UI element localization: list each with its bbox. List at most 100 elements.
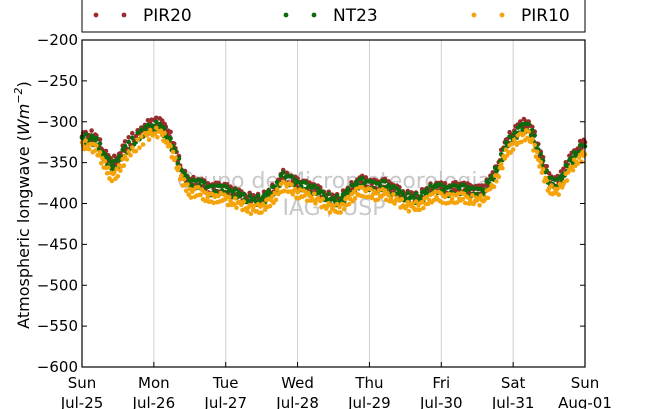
point-pir10 [525, 135, 530, 141]
point-pir10 [120, 156, 125, 162]
point-pir10 [302, 193, 308, 198]
point-nt23 [110, 163, 116, 169]
data-series [79, 115, 588, 216]
point-pir10 [368, 186, 373, 192]
legend-item-nt23: NT23 [283, 6, 378, 26]
point-pir10 [109, 178, 115, 184]
point-nt23 [382, 179, 388, 184]
y-tick-label: −200 [37, 31, 78, 49]
x-tick-label-date: Jul-26 [132, 394, 176, 409]
point-nt23 [241, 192, 246, 197]
point-nt23 [526, 121, 531, 127]
legend-label-pir10: PIR10 [521, 6, 570, 26]
legend-marker-pir10 [499, 12, 505, 18]
point-pir10 [152, 131, 158, 136]
point-pir10 [231, 202, 237, 207]
x-tick-label-date: Jul-30 [419, 394, 463, 409]
point-pir10 [218, 190, 224, 196]
point-pir20 [130, 130, 135, 136]
point-pir10 [259, 210, 264, 215]
point-pir10 [115, 174, 121, 179]
point-pir10 [510, 147, 516, 152]
point-pir10 [338, 210, 344, 215]
point-pir10 [124, 157, 130, 162]
legend-item-pir10: PIR10 [471, 6, 570, 26]
point-pir10 [496, 174, 502, 180]
point-pir10 [494, 179, 499, 184]
point-pir20 [544, 164, 549, 169]
point-pir10 [478, 193, 484, 198]
point-pir10 [292, 186, 298, 192]
y-axis-title-unit: Wm [14, 104, 33, 135]
point-nt23 [339, 195, 345, 201]
point-pir10 [417, 207, 423, 213]
point-pir10 [386, 193, 391, 198]
point-nt23 [418, 194, 424, 199]
point-pir10 [140, 142, 146, 147]
point-pir10 [537, 164, 542, 169]
point-nt23 [297, 180, 303, 185]
point-pir20 [191, 174, 196, 180]
point-pir10 [106, 165, 111, 170]
point-nt23 [185, 174, 190, 180]
y-axis-title: Atmospheric longwave (Wm−2) [12, 81, 33, 329]
point-pir20 [159, 118, 165, 123]
point-pir20 [518, 119, 523, 124]
point-pir10 [177, 176, 183, 182]
point-pir10 [519, 139, 524, 145]
point-pir20 [133, 134, 139, 139]
y-tick-label: −450 [37, 235, 78, 253]
point-nt23 [109, 167, 115, 172]
point-pir10 [188, 195, 194, 200]
x-tick-label-day: Sat [501, 374, 526, 392]
point-pir10 [533, 154, 539, 159]
point-nt23 [351, 183, 357, 188]
point-nt23 [411, 195, 417, 200]
point-pir10 [198, 192, 203, 197]
point-nt23 [326, 191, 332, 197]
point-pir20 [363, 175, 369, 180]
point-pir10 [575, 161, 581, 166]
point-nt23 [126, 139, 131, 145]
y-tick-label: −250 [37, 72, 78, 90]
point-pir10 [245, 209, 250, 214]
x-axis: Sun Jul-25 Mon Jul-26 Tue Jul-27 Wed Jul-28 Thu J… [60, 362, 612, 409]
x-tick-label-day: Tue [212, 374, 239, 392]
point-nt23 [377, 183, 383, 188]
point-nt23 [120, 147, 125, 152]
point-nt23 [532, 133, 537, 138]
x-tick-label-day: Thu [354, 374, 383, 392]
point-nt23 [210, 183, 215, 189]
point-pir10 [270, 194, 275, 199]
point-pir20 [145, 118, 151, 123]
point-pir10 [327, 210, 333, 215]
point-pir10 [433, 189, 438, 194]
point-pir10 [234, 205, 239, 211]
point-pir10 [100, 155, 105, 161]
point-nt23 [106, 155, 111, 161]
point-pir10 [203, 198, 208, 204]
point-nt23 [334, 193, 340, 199]
point-pir10 [455, 191, 461, 196]
y-axis: −200 −250 −300 −350 −400 −450 −500 −550 −600 [37, 31, 585, 376]
point-nt23 [230, 190, 236, 195]
point-pir10 [369, 195, 375, 201]
point-pir10 [130, 145, 135, 150]
point-pir10 [500, 165, 505, 171]
point-pir10 [170, 149, 176, 155]
point-pir10 [485, 195, 491, 201]
point-pir10 [404, 203, 409, 209]
point-pir10 [421, 205, 426, 211]
point-nt23 [461, 182, 467, 188]
point-pir20 [97, 137, 103, 142]
point-pir10 [313, 201, 318, 206]
point-pir10 [419, 199, 425, 205]
point-nt23 [218, 183, 224, 188]
point-pir10 [462, 200, 468, 206]
y-tick-label: −600 [37, 358, 78, 376]
point-pir10 [154, 125, 159, 131]
point-pir10 [470, 193, 475, 198]
point-nt23 [320, 189, 326, 195]
point-pir10 [272, 190, 278, 196]
point-pir10 [205, 195, 211, 200]
